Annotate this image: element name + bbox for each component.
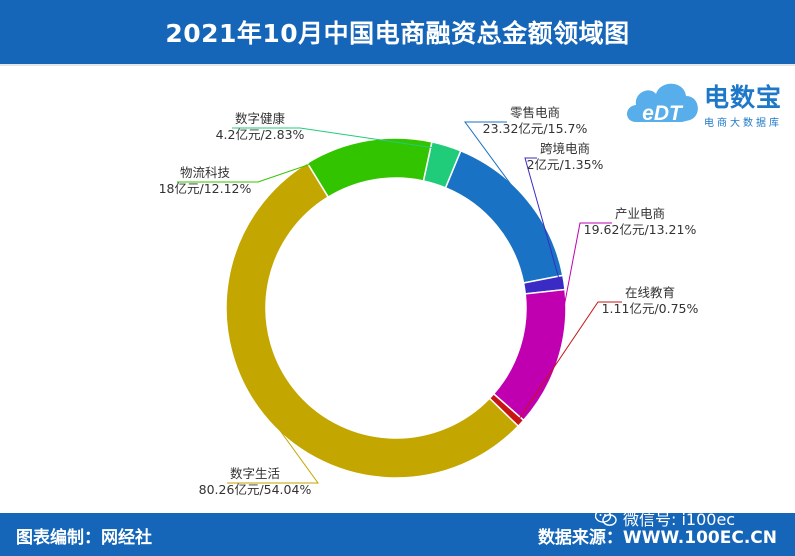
cloud-logo-icon: eDT bbox=[627, 83, 698, 125]
leader-line-数字生活 bbox=[227, 411, 319, 484]
slice-label-name: 零售电商 bbox=[510, 105, 560, 120]
leader-line-在线教育 bbox=[517, 301, 622, 421]
label-leader-lines bbox=[177, 121, 622, 484]
slice-数字生活 bbox=[225, 161, 520, 479]
slice-label-value: 18亿元/12.12% bbox=[159, 181, 252, 196]
slice-label-value: 23.32亿元/15.7% bbox=[483, 121, 588, 136]
logo-subtitle: 电商大数据库 bbox=[704, 118, 782, 129]
logo-mark: eDT bbox=[642, 102, 684, 125]
leader-line-物流科技 bbox=[177, 143, 369, 183]
leader-line-跨境电商 bbox=[524, 157, 561, 284]
header-bar: 2021年10月中国电商融资总金额领域图 bbox=[0, 0, 795, 64]
chart-title: 2021年10月中国电商融资总金额领域图 bbox=[165, 19, 630, 48]
donut-slices bbox=[225, 137, 567, 479]
footer-bar: 图表编制：网经社 数据来源：WWW.100EC.CN bbox=[0, 513, 795, 556]
slice-label-name: 数字生活 bbox=[230, 466, 280, 481]
slice-label-value: 4.2亿元/2.83% bbox=[216, 127, 305, 142]
slice-label-name: 在线教育 bbox=[625, 285, 675, 300]
wechat-icon bbox=[595, 509, 617, 526]
footer-source: 数据来源：WWW.100EC.CN bbox=[537, 528, 777, 548]
slice-label-name: 数字健康 bbox=[235, 111, 286, 126]
wechat-id: 微信号: i100ec bbox=[623, 510, 736, 529]
slice-label-name: 物流科技 bbox=[180, 165, 231, 180]
leader-line-数字健康 bbox=[232, 127, 446, 151]
slice-数字健康 bbox=[422, 140, 462, 189]
slice-label-value: 2亿元/1.35% bbox=[527, 157, 604, 172]
slice-物流科技 bbox=[306, 137, 433, 199]
logo-title: 电数宝 bbox=[704, 83, 783, 112]
leader-line-产业电商 bbox=[553, 222, 612, 359]
leader-line-零售电商 bbox=[464, 121, 525, 204]
slice-label-name: 跨境电商 bbox=[540, 141, 590, 156]
slice-label-name: 产业电商 bbox=[615, 206, 665, 221]
wechat-watermark: 微信号: i100ec bbox=[595, 507, 735, 529]
edt-logo: eDT 电数宝 电商大数据库 bbox=[622, 72, 790, 134]
slice-label-value: 19.62亿元/13.21% bbox=[584, 222, 697, 237]
slice-label-value: 1.11亿元/0.75% bbox=[602, 301, 699, 316]
footer-credit: 图表编制：网经社 bbox=[16, 528, 152, 548]
header-divider bbox=[0, 64, 795, 66]
slice-label-value: 80.26亿元/54.04% bbox=[199, 482, 312, 497]
